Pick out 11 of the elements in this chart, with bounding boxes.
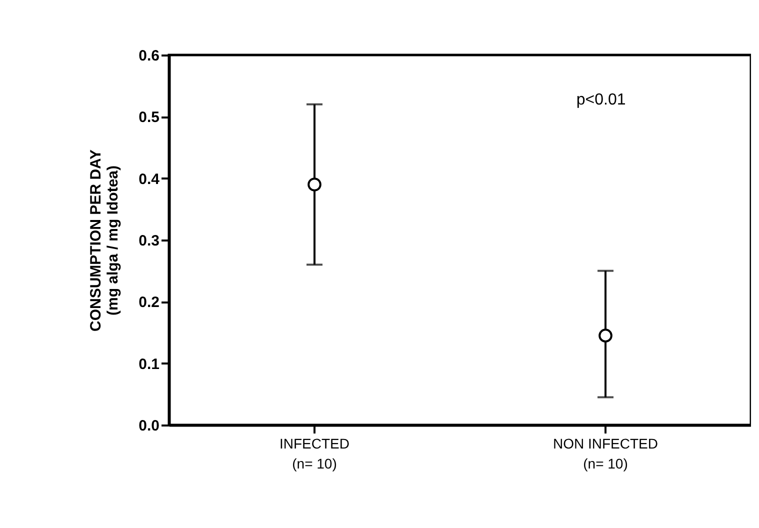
y-axis-title: CONSUMPTION PER DAY (mg alga / mg Idotea): [88, 150, 122, 332]
y-tick-label: 0.4: [138, 170, 160, 188]
y-tick-label: 0.1: [138, 356, 160, 373]
y-tick-label: 0.0: [138, 418, 160, 434]
y-tick-label: 0.2: [138, 294, 160, 312]
x-tick-label: NON INFECTED (n= 10): [553, 436, 658, 472]
y-tick-label: 0.3: [138, 232, 160, 250]
y-tick-label: 0.6: [138, 48, 160, 64]
x-tick-label: INFECTED (n= 10): [280, 436, 350, 472]
annotation: p<0.01: [576, 91, 626, 108]
y-tick-label: 0.5: [138, 109, 160, 126]
